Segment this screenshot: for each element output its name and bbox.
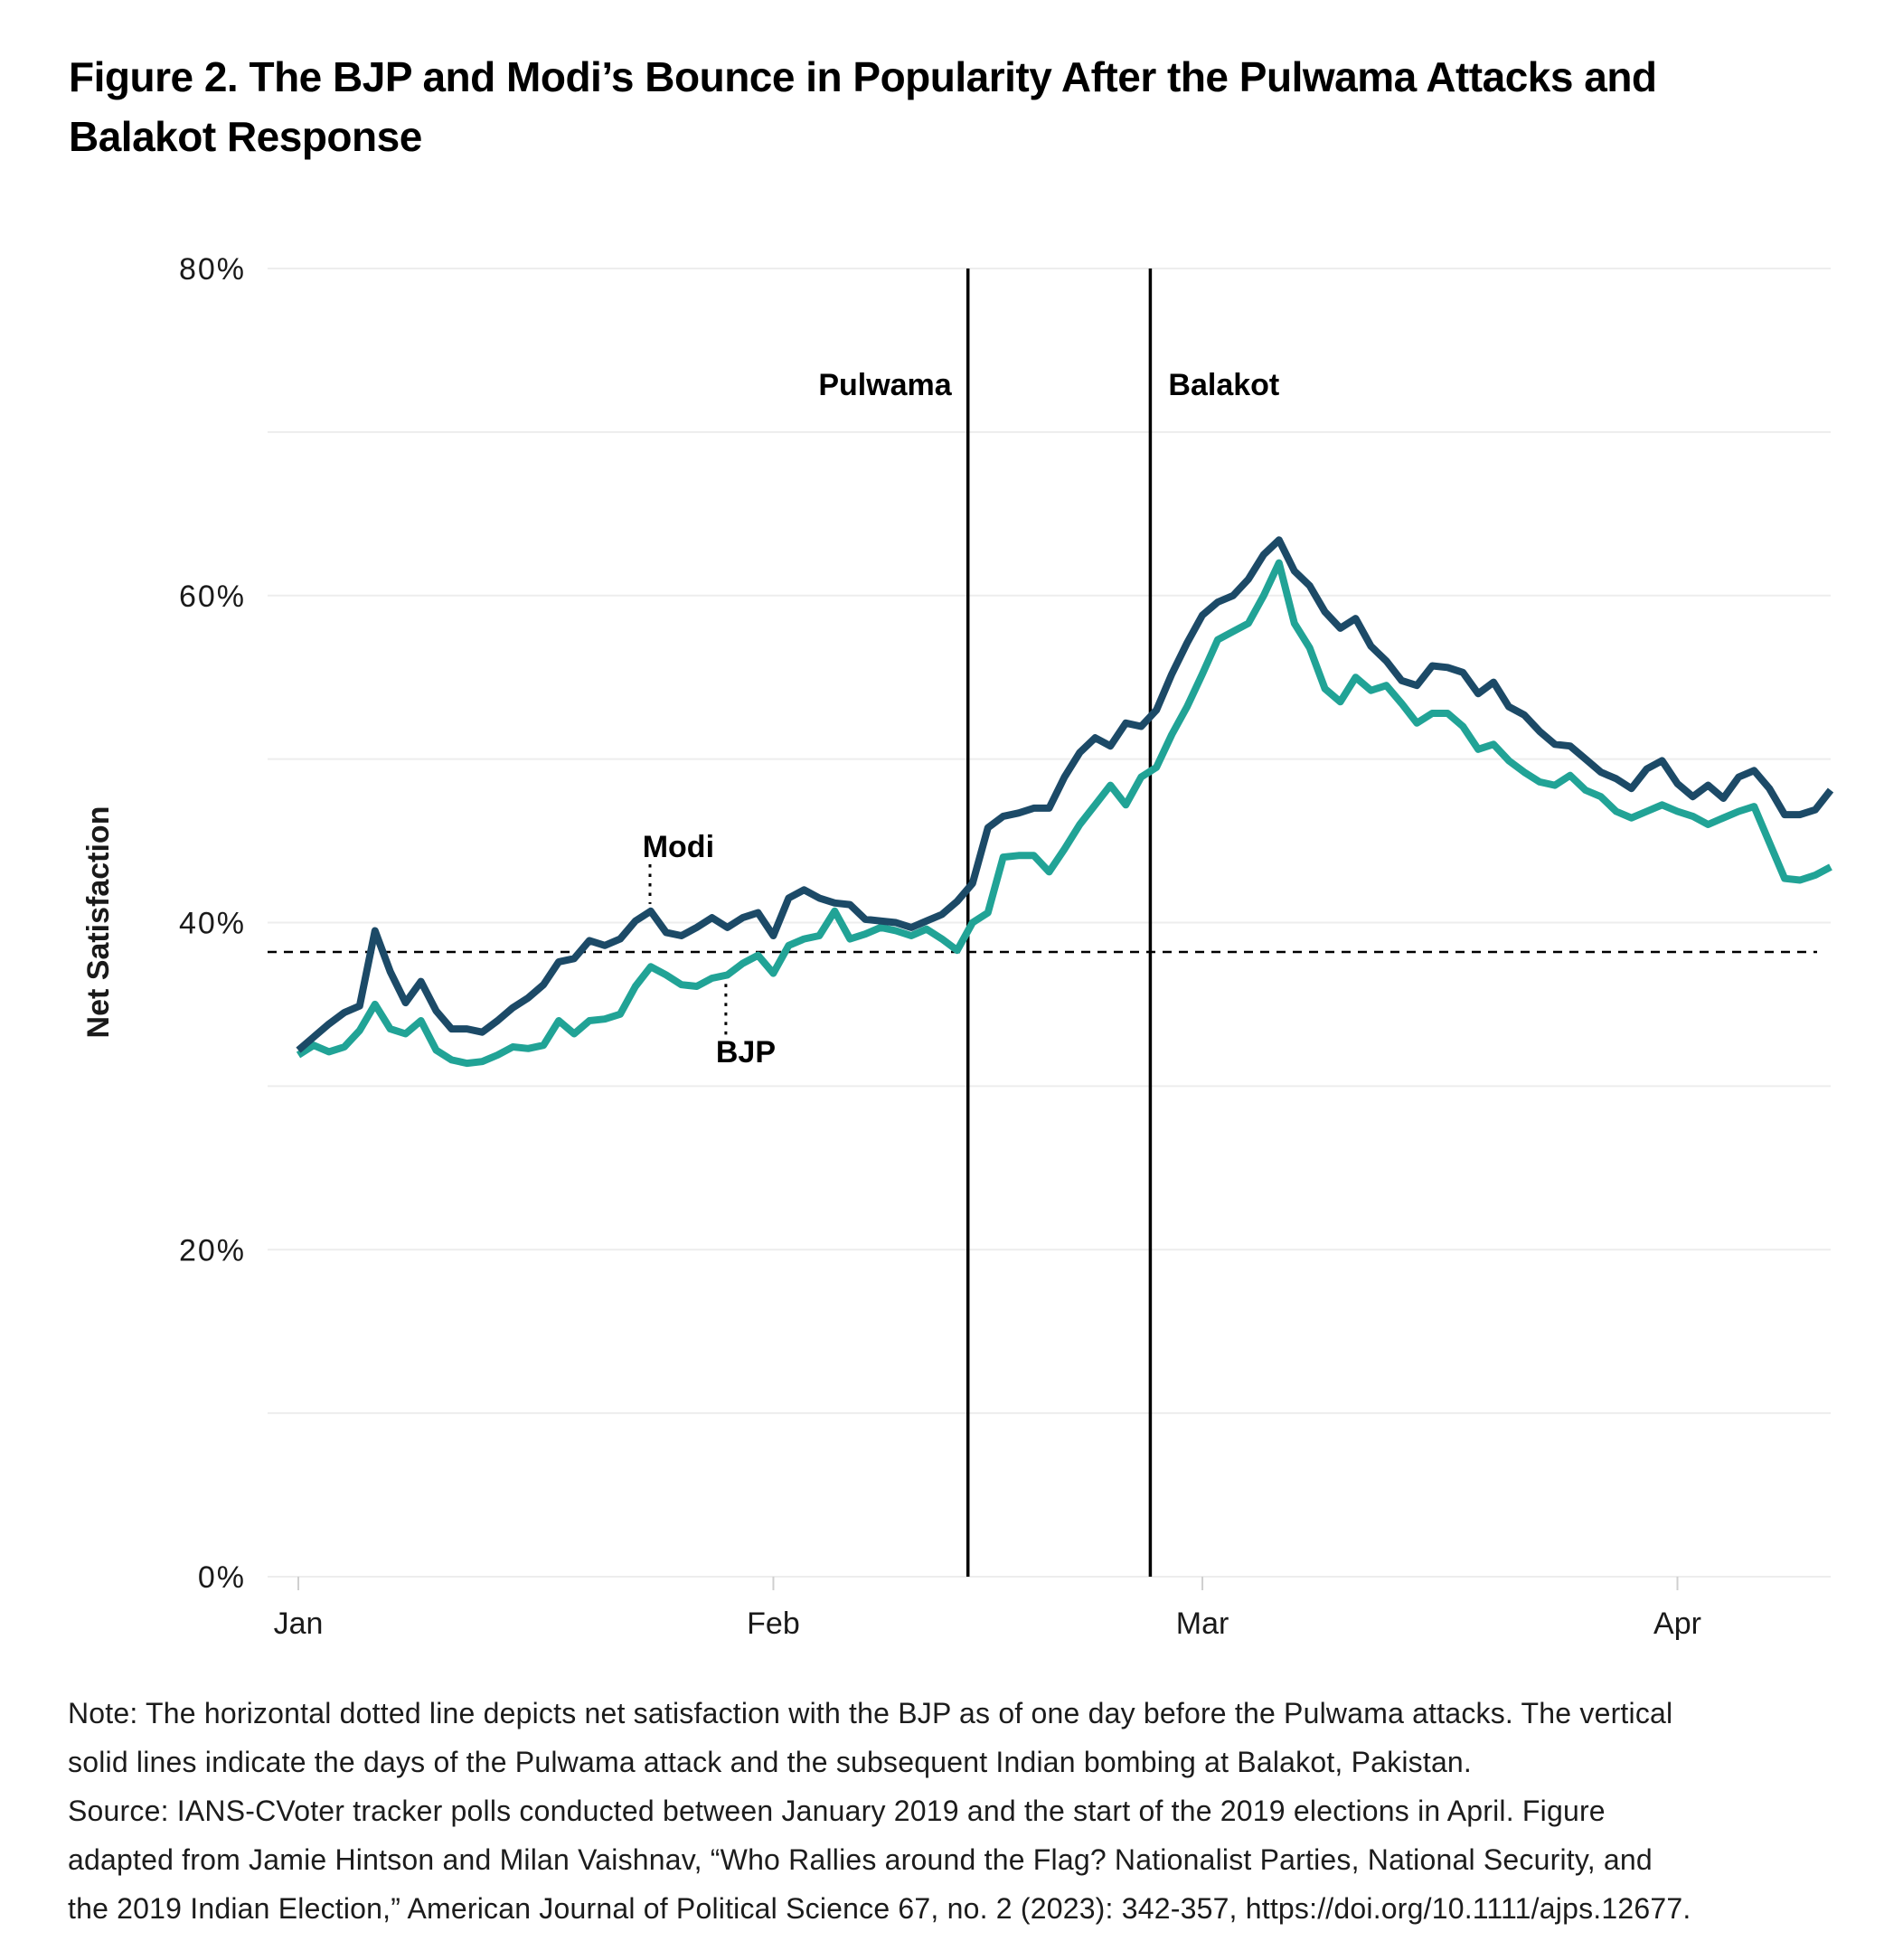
note-line-4: adapted from Jamie Hintson and Milan Vai…	[68, 1843, 1653, 1876]
figure-title-line2: Balakot Response	[69, 113, 422, 160]
series-label-bjp: BJP	[716, 1035, 776, 1070]
y-tick-label-0: 0%	[198, 1560, 246, 1595]
x-tick-label-apr: Apr	[1653, 1607, 1701, 1641]
x-tick-label-jan: Jan	[274, 1607, 324, 1641]
figure-title-line1: Figure 2. The BJP and Modi’s Bounce in P…	[69, 53, 1657, 100]
note-line-2: solid lines indicate the days of the Pul…	[68, 1746, 1473, 1778]
figure-title: Figure 2. The BJP and Modi’s Bounce in P…	[69, 47, 1832, 166]
note-line-5: the 2019 Indian Election,” American Jour…	[68, 1892, 1691, 1925]
y-tick-label-60: 60%	[179, 580, 246, 614]
y-tick-label-20: 20%	[179, 1233, 246, 1267]
event-label-pulwama: Pulwama	[818, 368, 952, 402]
y-tick-label-40: 40%	[179, 907, 246, 941]
x-tick-label-feb: Feb	[747, 1607, 800, 1641]
series-line-bjp	[296, 559, 1832, 1068]
event-label-balakot: Balakot	[1168, 368, 1279, 402]
figure-note: Note: The horizontal dotted line depicts…	[68, 1689, 1840, 1933]
x-tick-label-mar: Mar	[1176, 1607, 1229, 1641]
y-tick-label-80: 80%	[179, 252, 246, 287]
y-axis-title: Net Satisfaction	[81, 806, 116, 1039]
series-label-modi: Modi	[643, 830, 714, 864]
note-line-1: Note: The horizontal dotted line depicts…	[68, 1697, 1673, 1729]
series-line-modi	[296, 536, 1834, 1053]
note-line-3: Source: IANS-CVoter tracker polls conduc…	[68, 1795, 1606, 1827]
